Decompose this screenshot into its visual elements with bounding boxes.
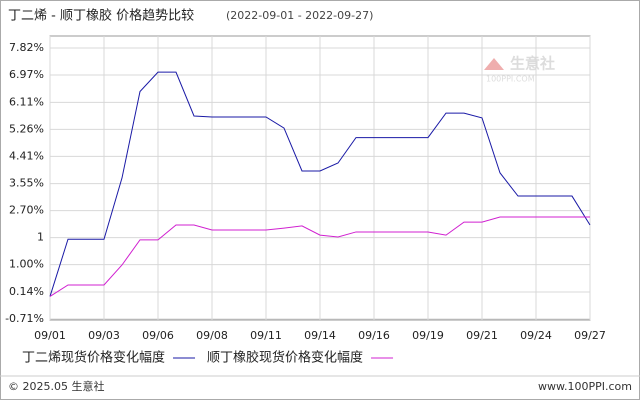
chart-subtitle: (2022-09-01 - 2022-09-27)	[226, 9, 373, 22]
y-tick-label: 1	[37, 231, 44, 244]
x-tick-label: 09/27	[574, 329, 606, 342]
footer-right: www.100PPI.com	[538, 380, 632, 393]
y-tick-label: 1.00%	[9, 258, 44, 271]
y-tick-label: -0.71%	[5, 312, 44, 325]
y-tick-label: 3.55%	[9, 177, 44, 190]
series-line	[49, 71, 591, 297]
legend-label: 顺丁橡胶现货价格变化幅度	[207, 350, 363, 366]
x-tick-label: 09/24	[520, 329, 552, 342]
x-tick-label: 09/11	[250, 329, 282, 342]
x-tick-label: 09/03	[88, 329, 120, 342]
x-tick-label: 09/21	[466, 329, 498, 342]
x-tick-label: 09/01	[34, 329, 66, 342]
y-tick-label: 0.14%	[9, 285, 44, 298]
y-tick-label: 6.97%	[9, 68, 44, 81]
footer-left: © 2025.05 生意社	[8, 379, 104, 393]
x-tick-label: 09/19	[412, 329, 444, 342]
x-tick-label: 09/16	[358, 329, 390, 342]
x-tick-label: 09/06	[142, 329, 174, 342]
watermark: 生意社 100PPI.COM	[484, 55, 555, 84]
logo-icon	[484, 58, 504, 70]
y-tick-label: 5.26%	[9, 122, 44, 135]
series-line	[49, 216, 590, 297]
y-tick-label: 2.70%	[9, 204, 44, 217]
y-tick-label: 6.11%	[9, 95, 44, 108]
chart-title: 丁二烯 - 顺丁橡胶 价格趋势比较	[8, 8, 194, 24]
y-tick-label: 7.82%	[9, 41, 44, 54]
legend-label: 丁二烯现货价格变化幅度	[22, 350, 165, 366]
watermark-name: 生意社	[510, 55, 555, 73]
x-tick-label: 09/14	[304, 329, 336, 342]
watermark-site: 100PPI.COM	[486, 75, 535, 84]
y-tick-label: 4.41%	[9, 149, 44, 162]
x-tick-label: 09/08	[196, 329, 228, 342]
